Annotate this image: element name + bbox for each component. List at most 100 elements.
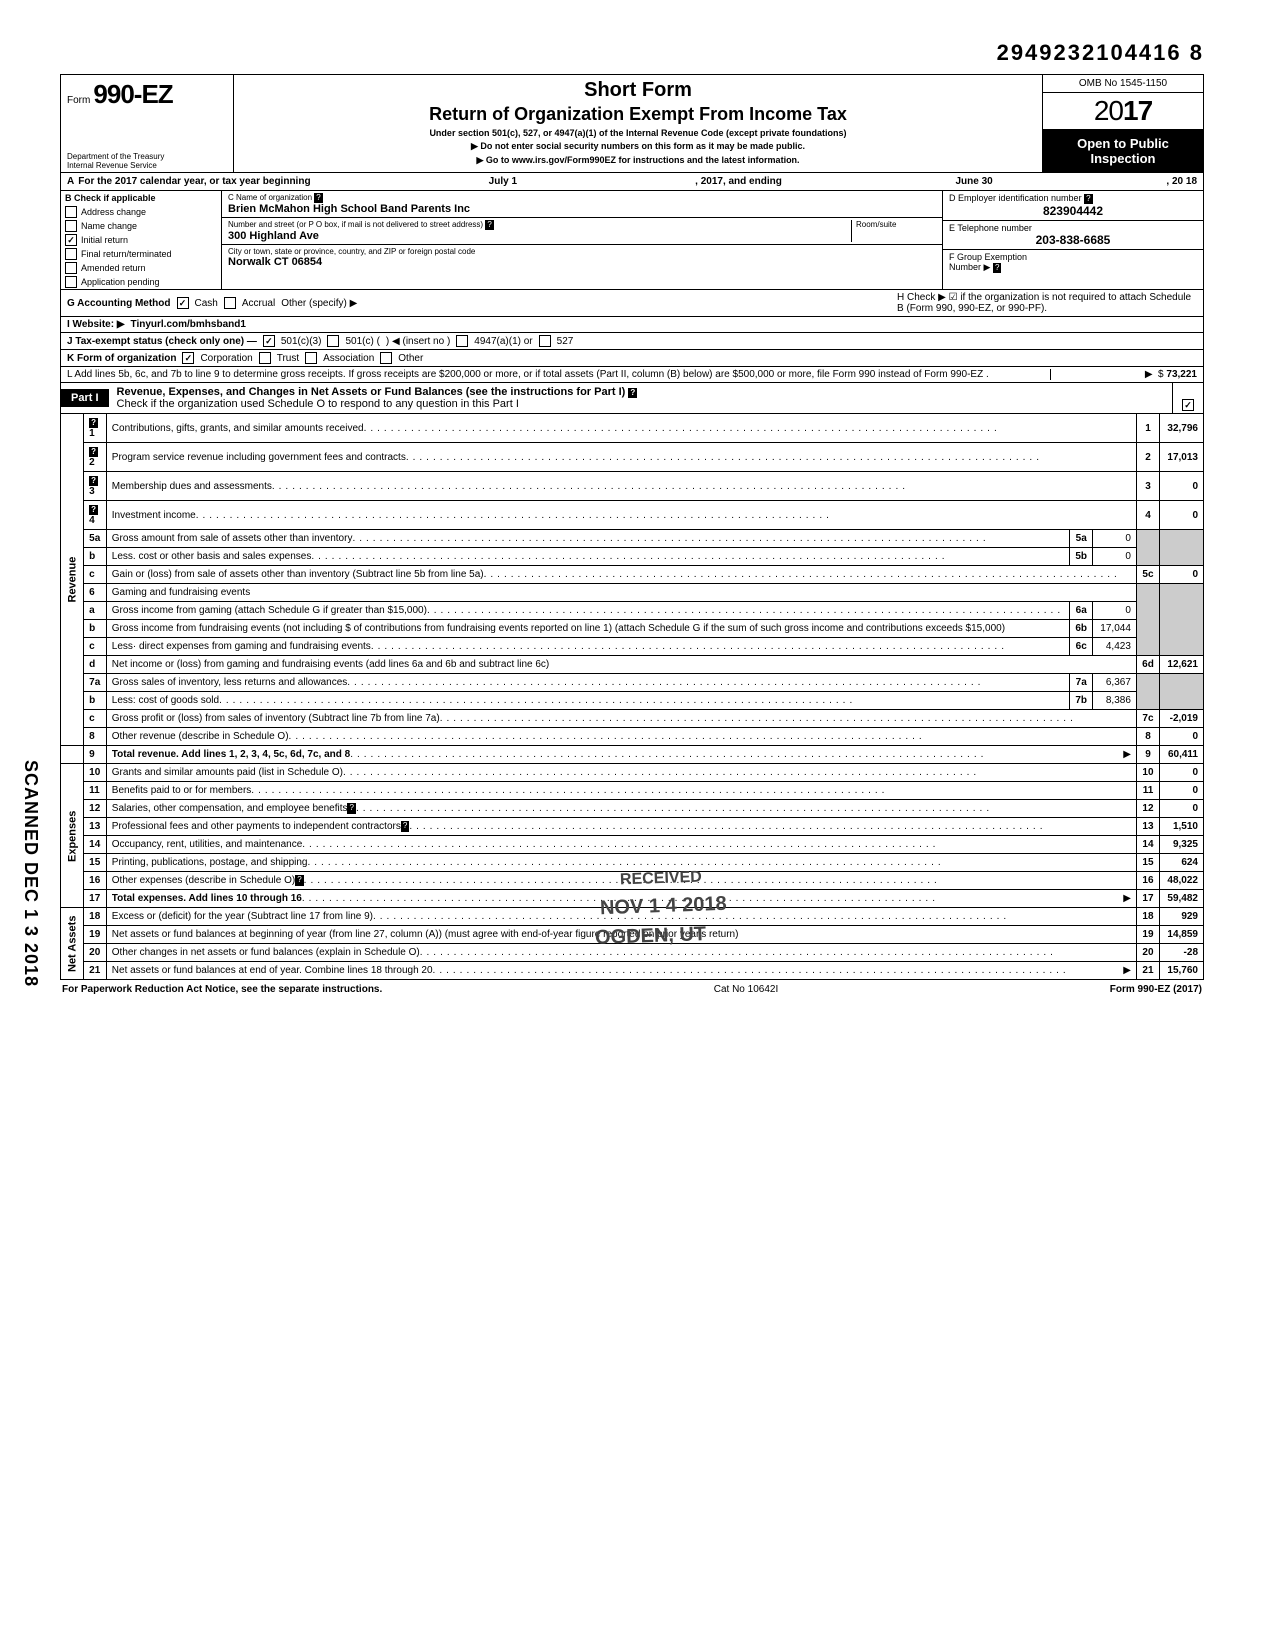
chk-address-change[interactable]: Address change [61, 205, 221, 219]
ln-desc: Gaming and fundraising events [106, 584, 1136, 602]
ln-no: 9 [84, 746, 107, 764]
ln-desc: Salaries, other compensation, and employ… [112, 803, 348, 814]
ln-fno: 8 [1136, 728, 1159, 746]
ln-amt: 0 [1160, 764, 1204, 782]
ln-desc: Other revenue (describe in Schedule O) [112, 731, 289, 742]
help-icon[interactable]: ? [89, 505, 98, 515]
help-icon[interactable]: ? [347, 803, 355, 814]
help-icon[interactable]: ? [993, 263, 1001, 273]
group-exemption-label: F Group Exemption [949, 252, 1197, 262]
addr-label: Number and street (or P O box, if mail i… [228, 220, 483, 229]
ln-iamt: 0 [1093, 602, 1137, 620]
url-note: ▶ Go to www.irs.gov/Form990EZ for instru… [240, 155, 1036, 166]
ln-amt: -2,019 [1160, 710, 1204, 728]
ln-iamt: 0 [1093, 530, 1137, 548]
year-prefix: 20 [1094, 95, 1123, 126]
chk-527[interactable] [539, 335, 551, 347]
dots [347, 677, 1064, 688]
g-label: G Accounting Method [67, 298, 171, 309]
ln-desc: Net assets or fund balances at end of ye… [112, 965, 433, 976]
help-icon[interactable]: ? [89, 418, 98, 428]
chk-label: Final return/terminated [81, 249, 172, 259]
chk-final-return[interactable]: Final return/terminated [61, 247, 221, 261]
ln-fno: 16 [1136, 872, 1159, 890]
row-4: ? 4 Investment income 4 0 [61, 501, 1204, 530]
help-icon[interactable]: ? [628, 388, 637, 398]
dots [196, 510, 1131, 521]
chk-cash[interactable]: ✓ [177, 297, 189, 309]
row-7c: c Gross profit or (loss) from sales of i… [61, 710, 1204, 728]
chk-other[interactable] [380, 352, 392, 364]
l-text: L Add lines 5b, 6c, and 7b to line 9 to … [67, 369, 1044, 380]
ln-fno: 5c [1136, 566, 1159, 584]
dots [289, 731, 1131, 742]
ln-fno: 19 [1136, 926, 1159, 944]
ln-no: 10 [84, 764, 107, 782]
dots [420, 947, 1131, 958]
ln-desc: Gross profit or (loss) from sales of inv… [112, 713, 440, 724]
section-subtitle: Under section 501(c), 527, or 4947(a)(1)… [240, 128, 1036, 138]
chk-501c3[interactable]: ✓ [263, 335, 275, 347]
org-name-cell: C Name of organization ? Brien McMahon H… [222, 191, 942, 218]
chk-initial-return[interactable]: ✓Initial return [61, 233, 221, 247]
dept-treasury: Department of the Treasury Internal Reve… [67, 152, 164, 170]
dots [409, 821, 1131, 832]
help-icon[interactable]: ? [401, 821, 409, 832]
section-c: C Name of organization ? Brien McMahon H… [222, 191, 943, 289]
chk-name-change[interactable]: Name change [61, 219, 221, 233]
line-g-h: G Accounting Method ✓Cash Accrual Other … [61, 290, 1203, 317]
ln-amt: 12,621 [1160, 656, 1204, 674]
help-icon[interactable]: ? [314, 193, 322, 203]
ln-no: 13 [84, 818, 107, 836]
chk-label: Name change [81, 221, 137, 231]
dots [427, 605, 1064, 616]
line-a-end-year: , 20 18 [1166, 176, 1197, 187]
row-18: Net Assets 18Excess or (deficit) for the… [61, 908, 1204, 926]
ln-ino: 6c [1070, 638, 1093, 656]
chk-schedule-o[interactable]: ✓ [1182, 399, 1194, 411]
section-d-e-f: D Employer identification number ? 82390… [943, 191, 1203, 289]
ln-desc: Other changes in net assets or fund bala… [112, 947, 420, 958]
ln-fno: 3 [1136, 472, 1159, 501]
chk-amended-return[interactable]: Amended return [61, 261, 221, 275]
ln-no: b [84, 620, 107, 638]
ln-amt: 17,013 [1160, 443, 1204, 472]
chk-4947[interactable] [456, 335, 468, 347]
line-i: I Website: ▶ Tinyurl.com/bmhsband1 [61, 317, 1203, 333]
entity-info-block: B Check if applicable Address change Nam… [60, 191, 1204, 290]
chk-corporation[interactable]: ✓ [182, 352, 194, 364]
chk-association[interactable] [305, 352, 317, 364]
help-icon[interactable]: ? [485, 220, 493, 230]
ln-desc: Benefits paid to or for members [112, 785, 252, 796]
chk-accrual[interactable] [224, 297, 236, 309]
row-8: 8 Other revenue (describe in Schedule O)… [61, 728, 1204, 746]
section-b: B Check if applicable Address change Nam… [61, 191, 222, 289]
chk-501c[interactable] [327, 335, 339, 347]
ln-desc: Gross income from gaming (attach Schedul… [112, 605, 427, 616]
row-20: 20Other changes in net assets or fund ba… [61, 944, 1204, 962]
help-icon[interactable]: ? [89, 476, 98, 486]
chk-trust[interactable] [259, 352, 271, 364]
help-icon[interactable]: ? [89, 447, 98, 457]
row-9: 9 Total revenue. Add lines 1, 2, 3, 4, 5… [61, 746, 1204, 764]
part1-check-text: Check if the organization used Schedule … [117, 398, 519, 410]
help-icon[interactable]: ? [295, 875, 303, 886]
row-5a: 5a Gross amount from sale of assets othe… [61, 530, 1204, 548]
footer: For Paperwork Reduction Act Notice, see … [60, 980, 1204, 999]
help-icon[interactable]: ? [1084, 194, 1092, 204]
row-14: 14Occupancy, rent, utilities, and mainte… [61, 836, 1204, 854]
ln-no: 8 [84, 728, 107, 746]
dots [219, 695, 1064, 706]
ln-fno: 21 [1136, 962, 1159, 980]
ln-amt: 0 [1160, 566, 1204, 584]
chk-application-pending[interactable]: Application pending [61, 275, 221, 289]
form-id-block: Form 990-EZ Department of the Treasury I… [61, 75, 234, 172]
ln-fno: 7c [1136, 710, 1159, 728]
omb-number: OMB No 1545-1150 [1043, 75, 1203, 93]
line-a-begin-date: July 1 [311, 176, 696, 187]
tel-cell: E Telephone number 203-838-6685 [943, 221, 1203, 250]
row-6b: b Gross income from fundraising events (… [61, 620, 1204, 638]
ln-no: 16 [84, 872, 107, 890]
row-6: 6 Gaming and fundraising events [61, 584, 1204, 602]
h-text: H Check ▶ ☑ if the organization is not r… [897, 292, 1197, 314]
